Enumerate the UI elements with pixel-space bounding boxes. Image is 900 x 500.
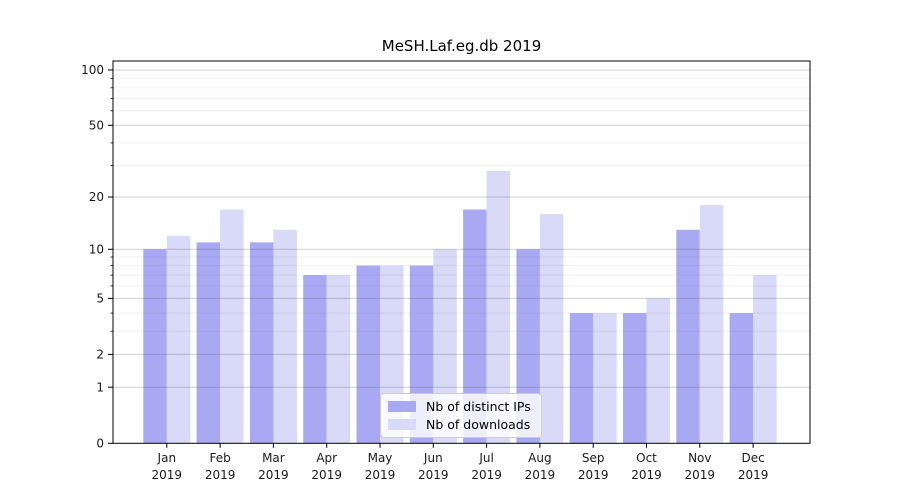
x-tick-label-year-may: 2019 <box>365 468 396 482</box>
x-tick-label-year-dec: 2019 <box>738 468 769 482</box>
x-tick-label-year-oct: 2019 <box>631 468 662 482</box>
x-tick-label-year-jul: 2019 <box>471 468 502 482</box>
legend: Nb of distinct IPs Nb of downloads <box>380 393 542 438</box>
bar-aug-downloads <box>539 214 564 444</box>
x-tick-label-year-nov: 2019 <box>685 468 716 482</box>
x-tick-label-month-feb: Feb <box>209 451 230 465</box>
bar-dec-downloads <box>753 275 777 444</box>
bar-sep-ips <box>569 313 594 444</box>
legend-label-downloads: Nb of downloads <box>426 417 531 432</box>
legend-swatch-distinct-ips <box>388 401 416 412</box>
x-tick-label-month-dec: Dec <box>741 451 764 465</box>
y-tick-label-100: 100 <box>81 63 104 77</box>
bar-oct-downloads <box>646 298 670 444</box>
legend-swatch-downloads <box>388 419 416 430</box>
y-tick-label-50: 50 <box>89 119 104 133</box>
x-tick-label-month-may: May <box>368 451 393 465</box>
y-tick-label-20: 20 <box>89 190 104 204</box>
x-tick-label-month-oct: Oct <box>636 451 657 465</box>
x-tick-label-month-apr: Apr <box>316 451 337 465</box>
bar-may-ips <box>356 265 380 444</box>
y-tick-label-1: 1 <box>96 380 104 394</box>
chart-title: MeSH.Laf.eg.db 2019 <box>381 37 542 55</box>
bar-feb-ips <box>196 242 221 444</box>
bar-mar-ips <box>249 242 274 444</box>
x-tick-label-year-mar: 2019 <box>258 468 289 482</box>
x-tick-label-month-jan: Jan <box>157 451 177 465</box>
x-tick-label-year-feb: 2019 <box>205 468 236 482</box>
bar-jul-ips <box>463 209 487 444</box>
x-tick-label-year-jan: 2019 <box>152 468 183 482</box>
bar-apr-downloads <box>326 275 351 444</box>
bar-jan-downloads <box>166 235 191 444</box>
x-tick-label-month-sep: Sep <box>582 451 605 465</box>
bar-mar-downloads <box>273 229 297 444</box>
bar-nov-downloads <box>699 205 724 444</box>
x-tick-label-year-aug: 2019 <box>525 468 556 482</box>
y-tick-label-10: 10 <box>89 243 104 257</box>
legend-label-distinct-ips: Nb of distinct IPs <box>426 399 531 414</box>
bar-apr-ips <box>303 275 327 444</box>
bar-jan-ips <box>143 249 167 444</box>
bar-oct-ips <box>623 313 647 444</box>
bar-sep-downloads <box>593 313 617 444</box>
y-tick-label-5: 5 <box>96 292 104 306</box>
x-tick-label-month-nov: Nov <box>688 451 711 465</box>
legend-item-downloads: Nb of downloads <box>388 417 531 432</box>
x-tick-label-year-sep: 2019 <box>578 468 609 482</box>
bar-jul-downloads <box>486 170 511 444</box>
x-tick-label-year-jun: 2019 <box>418 468 449 482</box>
bar-dec-ips <box>729 313 754 444</box>
y-tick-label-0: 0 <box>96 437 104 451</box>
legend-item-distinct-ips: Nb of distinct IPs <box>388 399 531 414</box>
y-tick-label-2: 2 <box>96 348 104 362</box>
x-tick-label-month-jun: Jun <box>423 451 443 465</box>
x-tick-label-month-aug: Aug <box>528 451 551 465</box>
x-tick-label-month-jul: Jul <box>478 451 493 465</box>
bar-nov-ips <box>676 229 700 444</box>
plot-frame <box>112 60 811 444</box>
x-tick-label-year-apr: 2019 <box>311 468 342 482</box>
bar-feb-downloads <box>220 209 244 444</box>
x-tick-label-month-mar: Mar <box>262 451 285 465</box>
